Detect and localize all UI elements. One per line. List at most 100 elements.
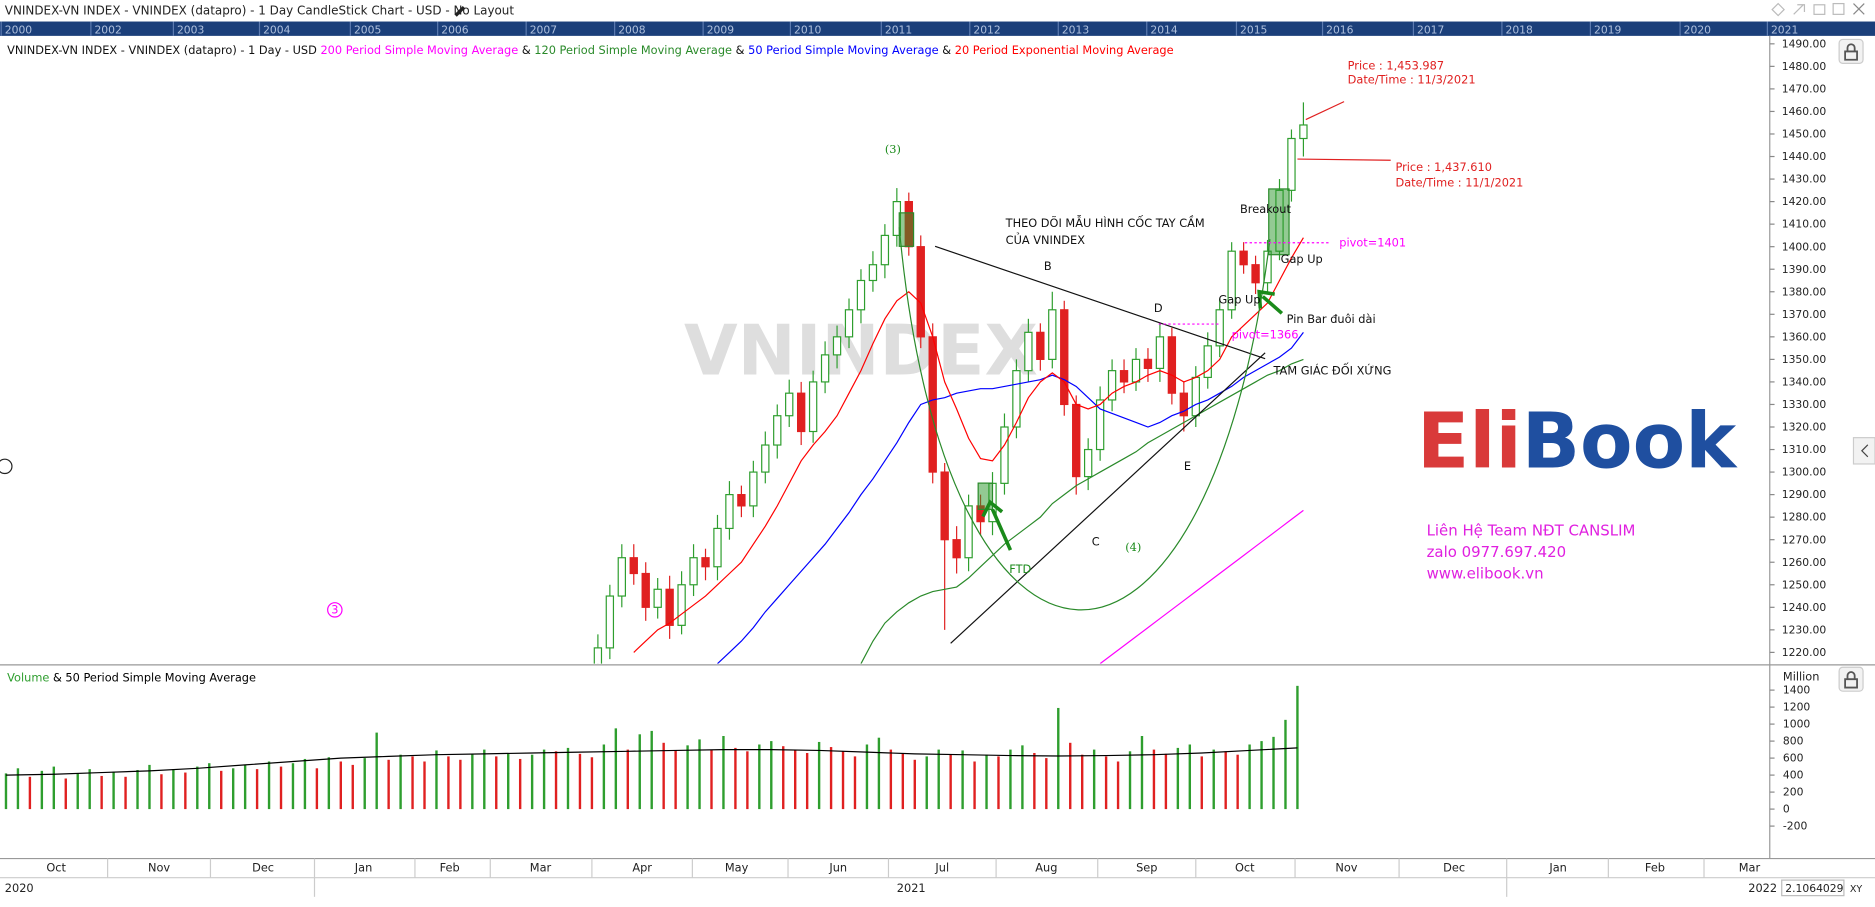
annotation: B (1044, 259, 1052, 273)
y-tick-label: 1250.00 (1782, 578, 1827, 591)
candle-body (629, 557, 638, 575)
icon[interactable] (1793, 4, 1806, 15)
cup-curve (898, 227, 1271, 611)
volume-bar (686, 745, 689, 810)
volume-bar (507, 752, 510, 810)
volume-bar (483, 749, 486, 810)
x-tick-label: Oct (46, 861, 66, 875)
volume-bar (1057, 707, 1060, 810)
x-tick-label: Aug (1035, 861, 1057, 875)
icon[interactable] (1813, 4, 1826, 15)
volume-bar (136, 769, 139, 810)
y-tick-label: 1370.00 (1782, 308, 1827, 321)
volume-bar (124, 776, 127, 810)
volume-bar (231, 768, 235, 810)
volume-bar (901, 753, 905, 810)
volume-bar (447, 756, 450, 810)
candle-body (1191, 376, 1200, 417)
candle-body (1083, 448, 1093, 478)
volume-bar (220, 770, 223, 810)
volume-bar (758, 744, 761, 810)
volume-bar (1152, 749, 1156, 810)
year-label: 2020 (5, 881, 34, 895)
y-tick-label: -200 (1783, 820, 1808, 833)
volume-bar (829, 747, 833, 810)
candle-body (832, 336, 842, 356)
arrow (981, 499, 1013, 551)
navigator-year: 2008 (618, 23, 646, 36)
close-icon[interactable] (1853, 3, 1865, 15)
annotation: C (1092, 534, 1100, 548)
annotation: Gap Up (1281, 252, 1323, 266)
candle-body (749, 471, 758, 507)
annotation: Breakout (1240, 202, 1291, 216)
volume-bar (1272, 736, 1275, 810)
edit-icon[interactable] (454, 5, 466, 17)
moving-average (860, 358, 1304, 664)
volume-axis-title: Million (1783, 669, 1820, 683)
volume-bar (1248, 744, 1251, 810)
scale-input[interactable] (1781, 879, 1845, 897)
candle-body (1287, 137, 1296, 191)
side-toggle[interactable] (1852, 437, 1875, 465)
volume-bar (1104, 756, 1108, 810)
scale-mode[interactable]: XY (1850, 884, 1863, 895)
navigator-year: 2004 (263, 23, 291, 36)
icon[interactable] (1771, 2, 1785, 17)
candle-body (1048, 309, 1057, 360)
volume-bar (770, 741, 773, 810)
candle-body (868, 264, 878, 282)
year-label: 2022 (1748, 881, 1777, 895)
volume-bar (1069, 742, 1072, 810)
icon[interactable] (1832, 2, 1845, 15)
x-tick-label: Jan (1548, 861, 1567, 875)
y-tick-label: 1420.00 (1782, 195, 1827, 208)
lock-icon (1844, 671, 1858, 689)
volume-bar (208, 763, 211, 810)
moving-average (633, 237, 1304, 653)
volume-bar (423, 761, 426, 810)
candle-body (1239, 250, 1248, 266)
x-tick-label: Nov (1335, 861, 1357, 875)
candle-body (940, 471, 949, 541)
volume-bar (471, 753, 474, 810)
candle-body (605, 595, 615, 649)
volume-bar (1116, 761, 1120, 810)
volume-bar (64, 778, 67, 810)
volume-bar (1212, 749, 1215, 810)
logo-part: Eli (1417, 398, 1522, 487)
volume-bar (865, 744, 869, 810)
y-tick-label: 400 (1783, 769, 1804, 782)
annotation: 3 (331, 602, 338, 616)
y-tick-label: 1350.00 (1782, 353, 1827, 366)
volume-bar (255, 769, 259, 810)
volume-bar (542, 749, 546, 810)
volume-bar (1284, 719, 1287, 810)
candle-body (1107, 370, 1117, 401)
candle-body (964, 505, 973, 559)
side-handle[interactable] (0, 458, 13, 475)
y-tick-label: 1460.00 (1782, 105, 1827, 118)
candle-body (1119, 370, 1129, 383)
volume-bar (1045, 758, 1048, 810)
legend: VNINDEX-VN INDEX - VNINDEX (datapro) - 1… (7, 43, 1173, 57)
navigator[interactable] (0, 21, 1875, 36)
annotation: TAM GIÁC ĐỐI XỨNG (1273, 363, 1392, 377)
navigator-year: 2015 (1240, 23, 1267, 36)
y-tick-label: 1400 (1783, 684, 1811, 697)
volume-bar (291, 763, 295, 810)
price-plot (593, 102, 1308, 664)
volume-bar (243, 764, 247, 810)
volume-bar (100, 775, 103, 810)
volume-bar (363, 758, 366, 810)
wave-marker (327, 602, 343, 618)
volume-bar (315, 768, 319, 810)
volume-bar (853, 756, 857, 810)
volume-bar (734, 747, 737, 810)
volume-bar (375, 732, 378, 810)
candle-body (1012, 370, 1021, 428)
volume-bar (614, 728, 618, 810)
y-tick-label: 200 (1783, 786, 1804, 799)
price-marker-line (1297, 158, 1391, 161)
